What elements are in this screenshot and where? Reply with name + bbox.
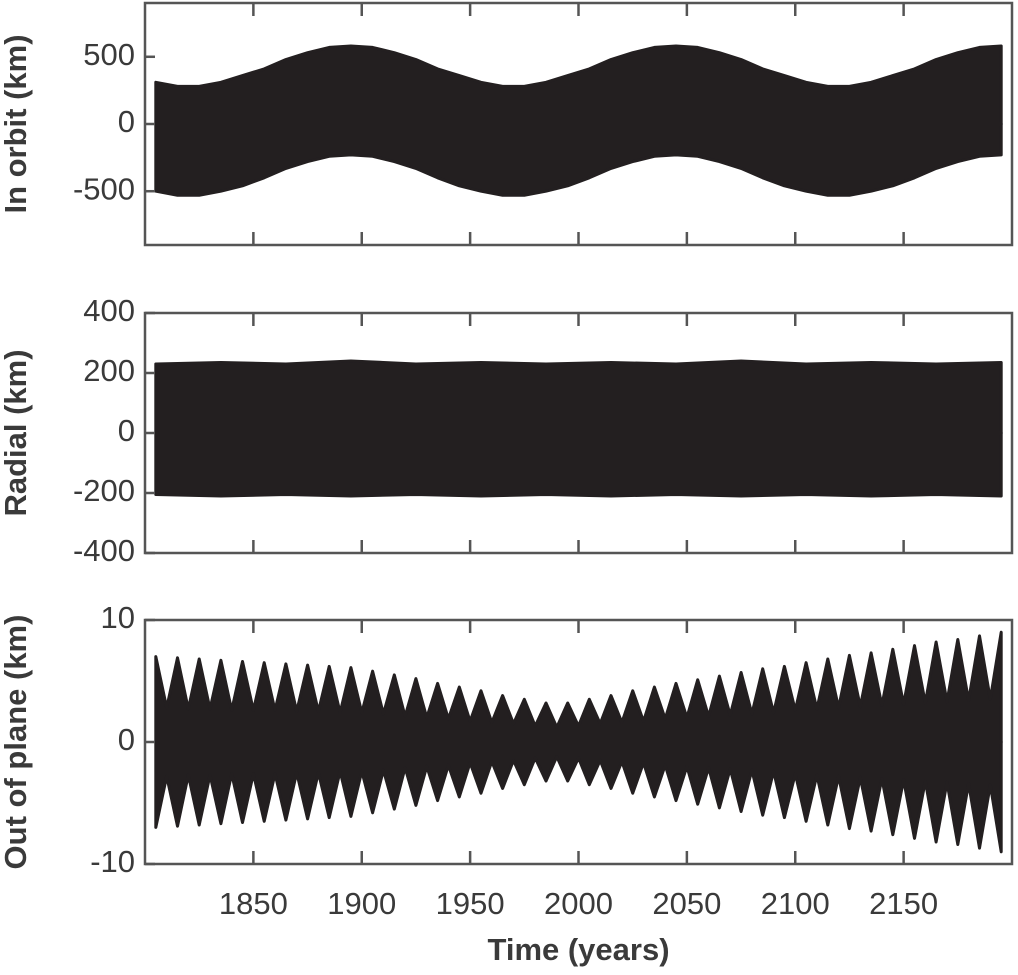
- area-envelope: [154, 122, 1003, 197]
- y-tick-label: -10: [90, 844, 135, 879]
- y-tick-label: -500: [73, 171, 135, 206]
- y-axis-label: Out of plane (km): [0, 615, 33, 870]
- x-tick-label: 2050: [652, 886, 721, 921]
- y-tick-label: 500: [83, 37, 135, 72]
- y-tick-label: -400: [73, 533, 135, 568]
- area-envelope: [154, 431, 1003, 498]
- x-tick-label: 2150: [869, 886, 938, 921]
- x-tick-label: 2100: [761, 886, 830, 921]
- y-tick-label: 0: [118, 722, 135, 757]
- x-tick-label: 1900: [327, 886, 396, 921]
- y-tick-label: 200: [83, 353, 135, 388]
- area-envelope: [154, 359, 1003, 435]
- y-axis-label: Radial (km): [0, 349, 33, 516]
- x-tick-label: 1950: [436, 886, 505, 921]
- y-tick-label: -200: [73, 473, 135, 508]
- x-axis-label: Time (years): [487, 932, 669, 967]
- x-tick-label: 2000: [544, 886, 613, 921]
- y-axis-label: In orbit (km): [0, 34, 33, 213]
- x-tick-label: 1850: [219, 886, 288, 921]
- y-tick-label: 400: [83, 293, 135, 328]
- area-envelope: [154, 44, 1003, 126]
- y-tick-label: 0: [118, 104, 135, 139]
- y-tick-label: 10: [101, 600, 135, 635]
- area-envelope: [154, 630, 1003, 744]
- area-envelope: [154, 740, 1003, 854]
- y-tick-label: 0: [118, 413, 135, 448]
